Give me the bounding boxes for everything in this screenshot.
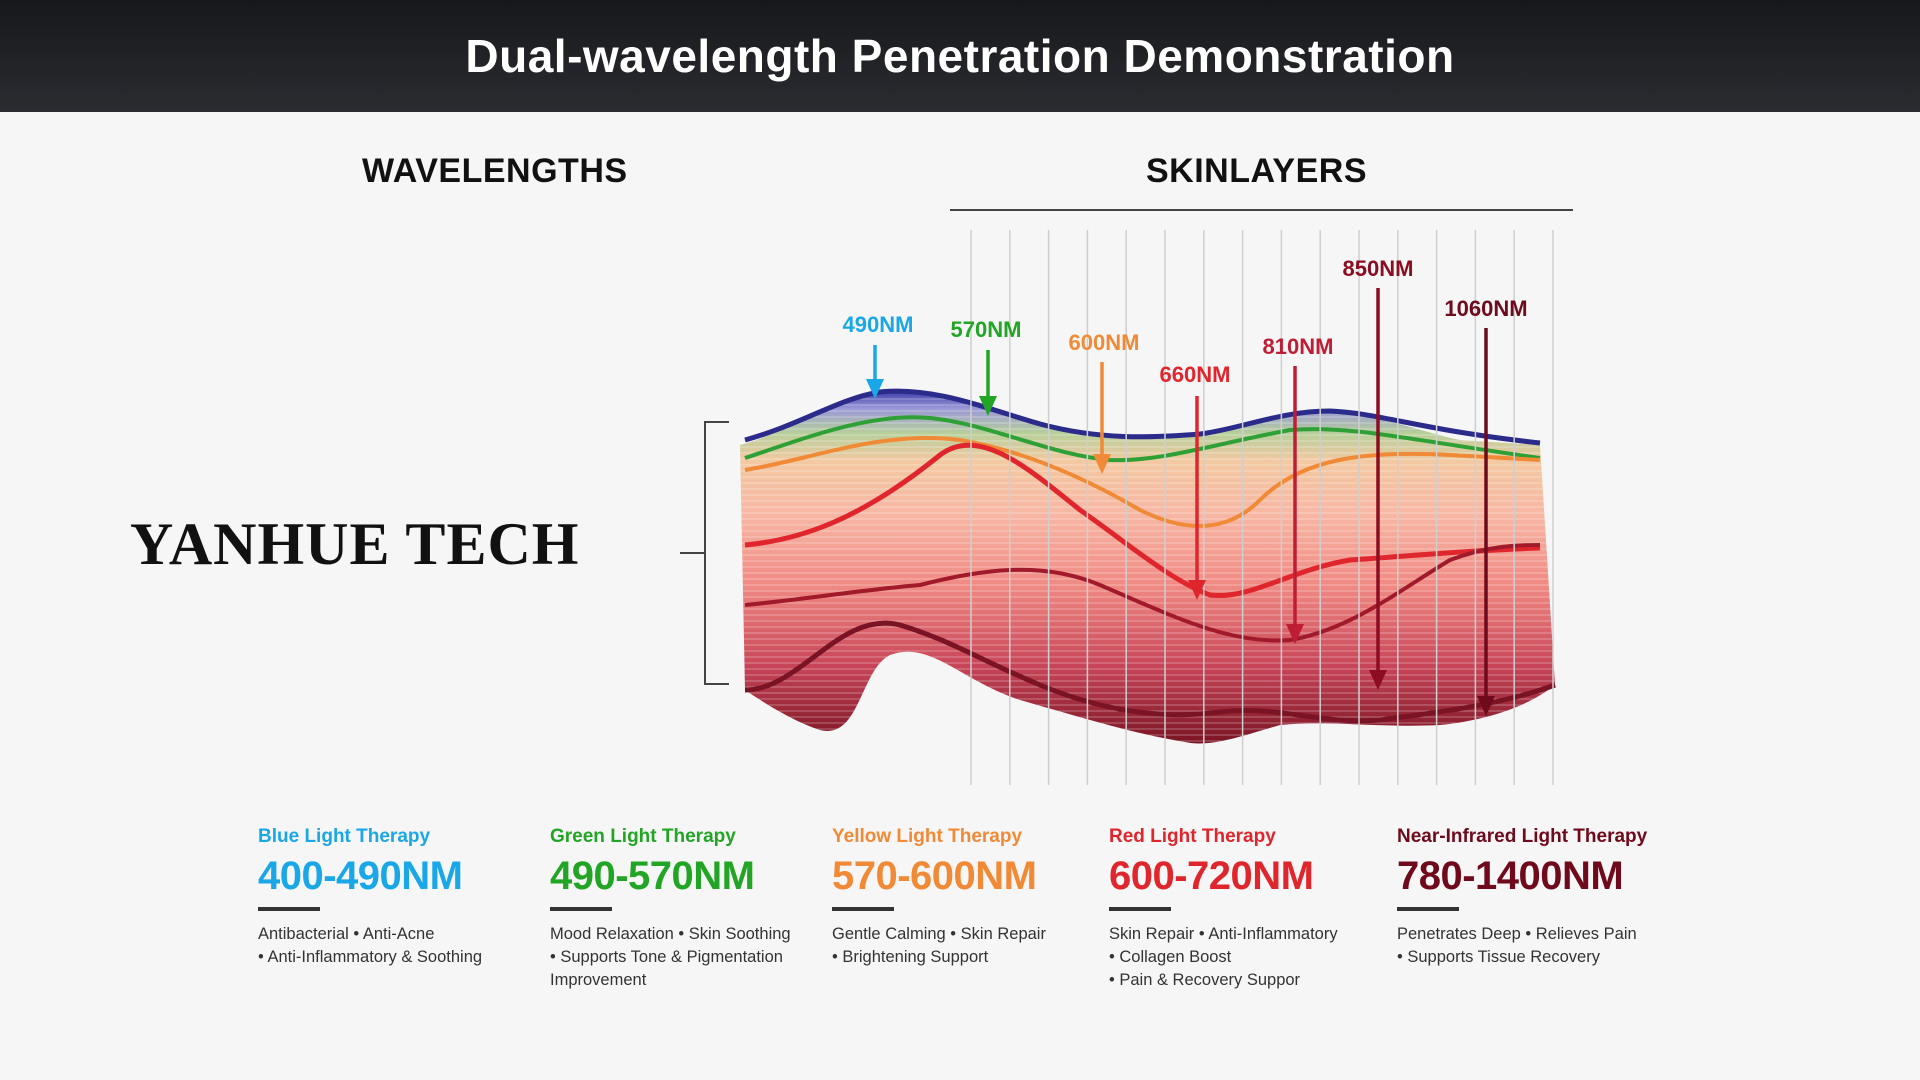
arrowhead-icon	[866, 379, 884, 399]
therapy-green: Green Light Therapy 490-570NM Mood Relax…	[550, 826, 850, 992]
arrow-660nm: 660NM	[1160, 362, 1231, 600]
therapy-desc-line: Improvement	[550, 971, 647, 989]
therapy-name: Yellow Light Therapy	[832, 826, 1023, 847]
therapy-name: Near-Infrared Light Therapy	[1397, 826, 1648, 847]
therapy-range: 780-1400NM	[1397, 854, 1624, 898]
brand-logo: YANHUE TECH	[130, 511, 580, 577]
arrow-850nm: 850NM	[1343, 256, 1414, 690]
therapy-yellow: Yellow Light Therapy 570-600NM Gentle Ca…	[832, 826, 1132, 969]
therapy-range: 600-720NM	[1109, 854, 1314, 898]
therapy-blue: Blue Light Therapy 400-490NM Antibacteri…	[258, 826, 558, 969]
arrowhead-icon	[1286, 624, 1304, 644]
therapy-range: 400-490NM	[258, 854, 463, 898]
arrowhead-icon	[1477, 696, 1495, 716]
skin-texture	[740, 390, 1555, 744]
header-bar: Dual-wavelength Penetration Demonstratio…	[0, 0, 1920, 112]
therapy-desc-line: • Anti-Inflammatory & Soothing	[258, 948, 483, 966]
therapy-underline	[258, 907, 320, 911]
arrow-1060nm: 1060NM	[1444, 296, 1528, 716]
therapy-description: Antibacterial • Anti-Acne • Anti-Inflamm…	[258, 923, 558, 969]
arrow-label: 810NM	[1263, 334, 1334, 359]
therapy-desc-line: • Collagen Boost	[1109, 948, 1232, 966]
therapy-name: Blue Light Therapy	[258, 826, 431, 847]
arrow-600nm: 600NM	[1069, 330, 1140, 474]
therapy-name: Green Light Therapy	[550, 826, 736, 847]
therapy-underline	[550, 907, 612, 911]
therapy-desc-line: • Supports Tone & Pigmentation	[550, 948, 783, 966]
arrow-label: 850NM	[1343, 256, 1414, 281]
therapy-desc-line: • Supports Tissue Recovery	[1397, 948, 1600, 966]
wavelengths-heading: WAVELENGTHS	[362, 152, 628, 190]
therapy-range: 570-600NM	[832, 854, 1037, 898]
therapy-desc-line: Penetrates Deep • Relieves Pain	[1397, 925, 1637, 943]
therapy-description: Penetrates Deep • Relieves Pain • Suppor…	[1397, 923, 1757, 969]
therapy-desc-line: Antibacterial • Anti-Acne	[258, 925, 435, 943]
therapy-description: Mood Relaxation • Skin Soothing • Suppor…	[550, 923, 850, 992]
arrow-label: 660NM	[1160, 362, 1231, 387]
arrow-810nm: 810NM	[1263, 334, 1334, 644]
therapy-underline	[1397, 907, 1459, 911]
arrowhead-icon	[1093, 454, 1111, 474]
layer-green-boundary	[744, 415, 1541, 463]
therapy-underline	[832, 907, 894, 911]
layer-epidermis-top	[744, 388, 1541, 446]
arrow-490nm: 490NM	[843, 312, 914, 399]
therapy-desc-line: • Brightening Support	[832, 948, 989, 966]
arrow-label: 1060NM	[1444, 296, 1527, 321]
therapy-desc-line: Gentle Calming • Skin Repair	[832, 925, 1046, 943]
therapy-red: Red Light Therapy 600-720NM Skin Repair …	[1109, 826, 1409, 992]
depth-bracket	[704, 421, 729, 685]
layer-hypodermis-boundary	[744, 620, 1556, 724]
page-title: Dual-wavelength Penetration Demonstratio…	[465, 30, 1455, 82]
therapy-desc-line: Mood Relaxation • Skin Soothing	[550, 925, 791, 943]
therapy-underline	[1109, 907, 1171, 911]
therapy-desc-line: Skin Repair • Anti-Inflammatory	[1109, 925, 1338, 943]
therapy-near-infrared: Near-Infrared Light Therapy 780-1400NM P…	[1397, 826, 1757, 969]
therapy-range: 490-570NM	[550, 854, 755, 898]
arrow-label: 490NM	[843, 312, 914, 337]
arrowhead-icon	[1369, 670, 1387, 690]
arrow-label: 570NM	[951, 317, 1022, 342]
arrowhead-icon	[979, 396, 997, 416]
arrow-label: 600NM	[1069, 330, 1140, 355]
therapy-description: Skin Repair • Anti-Inflammatory • Collag…	[1109, 923, 1409, 992]
skinlayers-heading: SKINLAYERS	[1146, 152, 1368, 190]
arrow-570nm: 570NM	[951, 317, 1022, 416]
therapy-desc-line: • Pain & Recovery Suppor	[1109, 971, 1301, 989]
arrowhead-icon	[1188, 580, 1206, 600]
layer-dermis-boundary	[744, 543, 1541, 643]
therapy-description: Gentle Calming • Skin Repair • Brighteni…	[832, 923, 1132, 969]
therapy-name: Red Light Therapy	[1109, 826, 1276, 847]
